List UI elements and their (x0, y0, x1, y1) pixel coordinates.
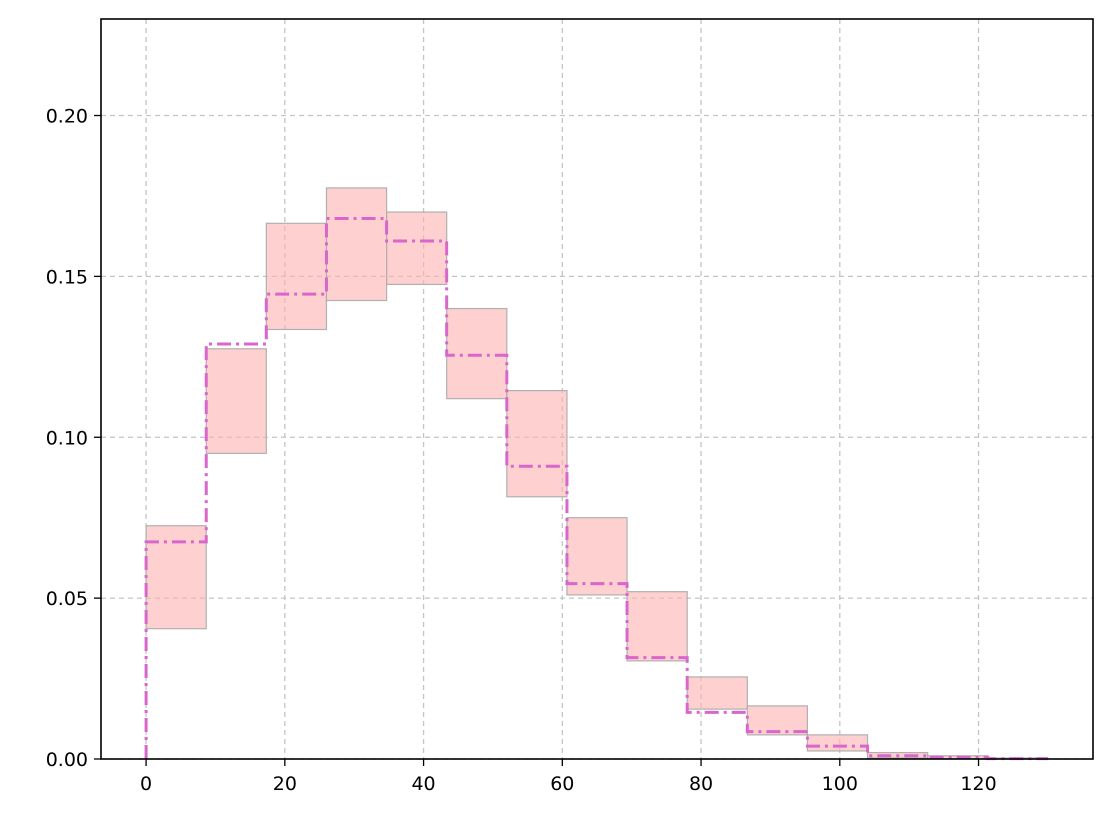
x-tick-label-40: 40 (411, 773, 435, 795)
x-tick-label-0: 0 (140, 773, 152, 795)
band-bin-5 (446, 307, 508, 400)
band-bin-7 (566, 517, 628, 596)
x-tick-label-120: 120 (960, 773, 996, 795)
band-bin-3 (325, 187, 388, 302)
band-bin-2 (265, 222, 328, 331)
band-bin-8 (626, 591, 688, 662)
confidence-bands (145, 187, 1049, 760)
step-line (144, 216, 1048, 761)
y-tick-label-0.10: 0.10 (46, 427, 88, 449)
y-tick-label-0.05: 0.05 (46, 588, 88, 610)
band-bin-11 (806, 734, 869, 752)
y-tick-label-0.20: 0.20 (46, 106, 88, 128)
x-tick-label-20: 20 (273, 773, 297, 795)
y-tick-label-0.15: 0.15 (46, 266, 88, 288)
band-bin-1 (205, 348, 267, 454)
x-tick-label-80: 80 (689, 773, 713, 795)
axes-frame (100, 18, 1094, 760)
y-tick-label-0.00: 0.00 (46, 749, 88, 771)
band-bin-6 (506, 390, 568, 498)
x-tick-label-100: 100 (822, 773, 858, 795)
band-bin-9 (686, 676, 748, 710)
band-bin-4 (385, 211, 448, 286)
axis-ticks: 0 20 40 60 80 100 120 0.00 0.05 0.10 0.15 0.20 (46, 106, 997, 795)
band-bin-10 (746, 705, 809, 736)
x-tick-label-60: 60 (550, 773, 574, 795)
histogram-step-line (144, 216, 1048, 761)
